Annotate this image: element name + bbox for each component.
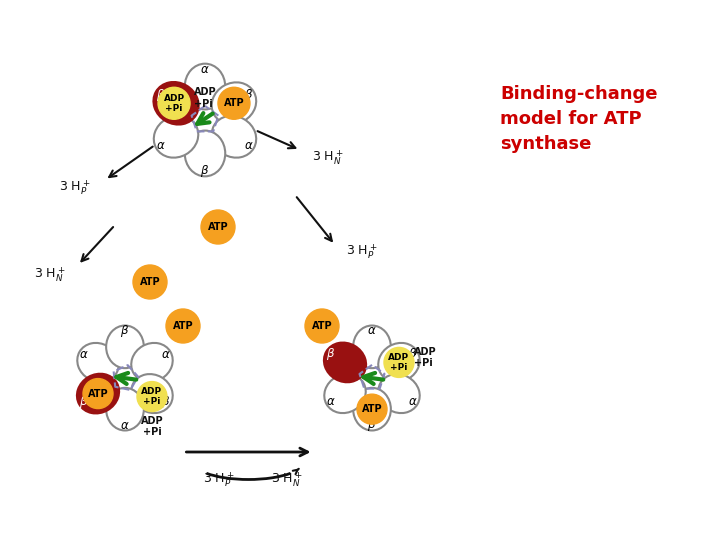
- Circle shape: [137, 382, 167, 411]
- Circle shape: [83, 379, 113, 409]
- Text: $\alpha$: $\alpha$: [367, 324, 377, 337]
- Text: 3 H$_P^+$: 3 H$_P^+$: [203, 470, 234, 489]
- Ellipse shape: [131, 343, 173, 382]
- Text: $\beta$: $\beta$: [79, 394, 89, 410]
- Text: ATP: ATP: [361, 404, 382, 414]
- Text: $\beta$: $\beta$: [156, 86, 166, 103]
- Text: $\alpha$: $\alpha$: [161, 348, 171, 361]
- Text: ATP: ATP: [207, 222, 228, 232]
- Text: ATP: ATP: [88, 389, 108, 399]
- Ellipse shape: [77, 374, 119, 413]
- Text: 3 H$_N^+$: 3 H$_N^+$: [271, 470, 302, 489]
- Text: $\alpha$: $\alpha$: [200, 63, 210, 76]
- Text: ADP
+Pi: ADP +Pi: [194, 87, 217, 109]
- Text: ATP: ATP: [173, 321, 193, 331]
- Text: $\beta$: $\beta$: [161, 394, 171, 410]
- Ellipse shape: [106, 388, 144, 430]
- Text: ADP
+Pi: ADP +Pi: [388, 353, 410, 372]
- Circle shape: [305, 309, 339, 343]
- Text: $\beta$: $\beta$: [245, 86, 253, 103]
- Text: $\beta$: $\beta$: [367, 417, 377, 434]
- Ellipse shape: [353, 388, 391, 430]
- Text: 3 H$_P^+$: 3 H$_P^+$: [59, 179, 91, 198]
- Circle shape: [201, 210, 235, 244]
- Circle shape: [133, 265, 167, 299]
- Text: ADP
+Pi: ADP +Pi: [140, 416, 163, 437]
- Text: Binding-change
model for ATP
synthase: Binding-change model for ATP synthase: [500, 85, 657, 153]
- Circle shape: [158, 87, 190, 119]
- Ellipse shape: [212, 82, 256, 124]
- Ellipse shape: [154, 116, 198, 158]
- Ellipse shape: [185, 64, 225, 110]
- Text: $\beta$: $\beta$: [408, 346, 418, 362]
- Text: $\alpha$: $\alpha$: [79, 348, 89, 361]
- Text: ADP
+Pi: ADP +Pi: [163, 94, 184, 113]
- Text: 3 H$_N^+$: 3 H$_N^+$: [35, 266, 66, 285]
- Ellipse shape: [106, 326, 144, 368]
- Circle shape: [166, 309, 200, 343]
- Text: ATP: ATP: [224, 98, 244, 109]
- Ellipse shape: [154, 82, 198, 124]
- Text: $\beta$: $\beta$: [326, 346, 336, 362]
- Text: $\alpha$: $\alpha$: [244, 139, 254, 152]
- Text: $\alpha$: $\alpha$: [120, 419, 130, 432]
- Ellipse shape: [378, 343, 420, 382]
- Circle shape: [357, 394, 387, 424]
- Circle shape: [218, 87, 250, 119]
- Ellipse shape: [324, 374, 366, 413]
- Ellipse shape: [378, 374, 420, 413]
- Text: $\alpha$: $\alpha$: [408, 395, 418, 408]
- Text: $\alpha$: $\alpha$: [156, 139, 166, 152]
- Text: $\beta$: $\beta$: [120, 322, 130, 339]
- Ellipse shape: [185, 131, 225, 177]
- Text: ADP
+Pi: ADP +Pi: [414, 347, 436, 368]
- Ellipse shape: [324, 343, 366, 382]
- Text: $\alpha$: $\alpha$: [326, 395, 336, 408]
- Ellipse shape: [131, 374, 173, 413]
- Text: 3 H$_N^+$: 3 H$_N^+$: [312, 148, 343, 167]
- Text: ATP: ATP: [312, 321, 333, 331]
- Ellipse shape: [77, 343, 119, 382]
- Ellipse shape: [353, 326, 391, 368]
- Text: ATP: ATP: [140, 277, 161, 287]
- Text: ADP
+Pi: ADP +Pi: [141, 387, 163, 406]
- Text: $\beta$: $\beta$: [200, 163, 210, 179]
- Text: 3 H$_P^+$: 3 H$_P^+$: [346, 242, 378, 261]
- Ellipse shape: [212, 116, 256, 158]
- Circle shape: [384, 347, 414, 377]
